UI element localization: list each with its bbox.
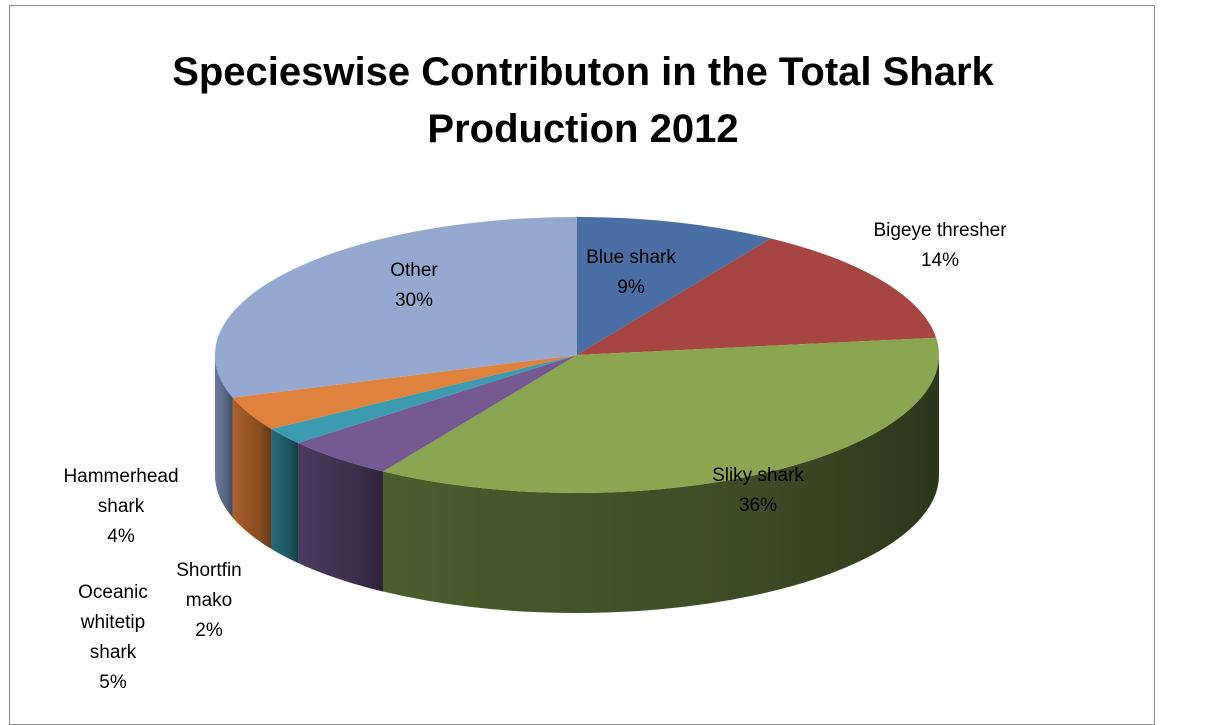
slice-bigeye-thresher <box>577 238 937 355</box>
slice-side-shade-oceanic-whitetip-shark <box>298 442 384 592</box>
label-shortfin-mako-percent: 2% <box>195 620 223 641</box>
label-blue-shark-percent: 9% <box>617 277 645 298</box>
label-bigeye-thresher-percent: 14% <box>921 250 959 271</box>
slice-oceanic-whitetip-shark <box>298 355 577 472</box>
pie-slices <box>214 217 939 493</box>
label-oceanic-whitetip-name-1: Oceanic <box>78 582 148 603</box>
slice-other <box>214 217 577 398</box>
label-sliky-shark-name: Sliky shark <box>712 465 804 486</box>
pie-labels: Blue shark 9% Bigeye thresher 14% Sliky … <box>63 220 1007 693</box>
label-hammerhead-name-1: Hammerhead <box>63 466 178 487</box>
label-blue-shark-name: Blue shark <box>586 247 676 268</box>
label-other-name: Other <box>390 260 438 281</box>
label-bigeye-thresher-name: Bigeye thresher <box>873 220 1007 241</box>
label-sliky-shark-percent: 36% <box>739 495 777 516</box>
slice-shortfin-mako <box>271 355 577 443</box>
slice-hammerhead-shark <box>232 355 578 429</box>
chart-title-line-2: Production 2012 <box>427 107 739 151</box>
label-oceanic-whitetip-name-3: shark <box>90 642 137 663</box>
slice-side-shade-other <box>215 355 233 518</box>
slice-side-shade-hammerhead-shark <box>232 397 272 549</box>
slice-blue-shark <box>577 217 771 355</box>
label-oceanic-whitetip-name-2: whitetip <box>80 612 145 633</box>
chart-title-line-1: Specieswise Contributon in the Total Sha… <box>172 50 994 94</box>
label-oceanic-whitetip-percent: 5% <box>99 672 127 693</box>
chart-title: Specieswise Contributon in the Total Sha… <box>10 44 1156 158</box>
label-hammerhead-percent: 4% <box>107 526 135 547</box>
pie-sides <box>215 355 939 613</box>
slice-side-shade-shortfin-mako <box>271 428 299 563</box>
label-other-percent: 30% <box>395 290 433 311</box>
label-hammerhead-name-2: shark <box>98 496 145 517</box>
slice-sliky-shark <box>383 337 939 493</box>
label-shortfin-mako-name-2: mako <box>186 590 232 611</box>
label-shortfin-mako-name-1: Shortfin <box>176 560 241 581</box>
slice-side-shade-sliky-shark <box>383 355 939 613</box>
